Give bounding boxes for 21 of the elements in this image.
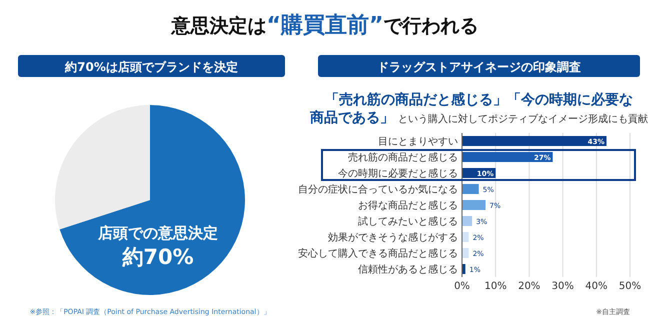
slice-label: 店頭での意思決定 <box>97 224 218 242</box>
y-tick-label: 今の時期に必要だと感じる <box>338 168 458 180</box>
x-tick-label: 40% <box>585 281 608 292</box>
y-tick-label: 信頼性があると感じる <box>358 264 458 276</box>
text: 意思決定は“購買直前”で行われる <box>170 13 478 38</box>
x-tick-label: 0% <box>454 281 470 292</box>
x-tick-label: 30% <box>552 281 574 292</box>
x-tick-label: 10% <box>484 281 507 292</box>
y-tick-label: 目にとまりやすい <box>378 136 458 148</box>
x-tick-label: 50% <box>618 281 642 292</box>
y-tick-label: お得な商品だと感じる <box>358 200 458 212</box>
y-tick-label: 自分の症状に合っているか気になる <box>298 184 458 196</box>
data-label: 約70% <box>121 245 194 269</box>
x-tick-label: 20% <box>518 281 540 292</box>
y-tick-label: 売れ筋の商品だと感じる <box>348 152 458 164</box>
y-tick-label: 安心して購入できる商品だと感じる <box>298 248 458 260</box>
y-tick-label: 効果ができそうな感じがする <box>328 232 458 244</box>
chart-subtitle: 「売れ筋の商品だと感じる」「今の時期に必要な商品である」という購入に対してポジティブなイメージ形成にも貢献 <box>309 91 648 126</box>
y-tick-label: 試してみたいと感じる <box>358 216 458 228</box>
chart-title: 約70%は店頭でブランドを決定 <box>64 60 238 74</box>
chart-title: ドラッグストアサイネージの印象調査 <box>377 60 581 74</box>
